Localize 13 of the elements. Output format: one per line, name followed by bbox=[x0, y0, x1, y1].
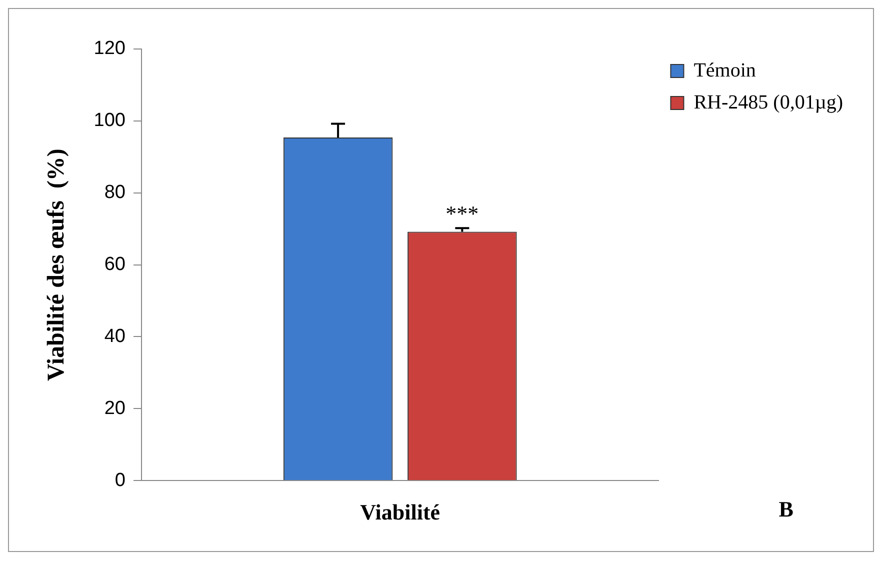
text: B bbox=[778, 496, 794, 522]
annotation: *** bbox=[446, 200, 479, 226]
legend-label: Témoin bbox=[694, 59, 756, 82]
y-tick-label: 120 bbox=[94, 38, 126, 60]
y-tick-label: 60 bbox=[104, 254, 126, 276]
y-tick-label: 0 bbox=[114, 470, 126, 491]
y-tick-label: 80 bbox=[104, 182, 126, 204]
y-tick-label: 100 bbox=[94, 110, 126, 132]
y-tick-label: 40 bbox=[104, 326, 126, 347]
y-tick-label: 20 bbox=[104, 398, 126, 419]
legend-label: RH-2485 (0,01µg) bbox=[694, 91, 844, 114]
x-axis-title: Viabilité bbox=[360, 499, 440, 524]
y-axis-title: Viabilité des œufs (%) bbox=[44, 148, 70, 382]
